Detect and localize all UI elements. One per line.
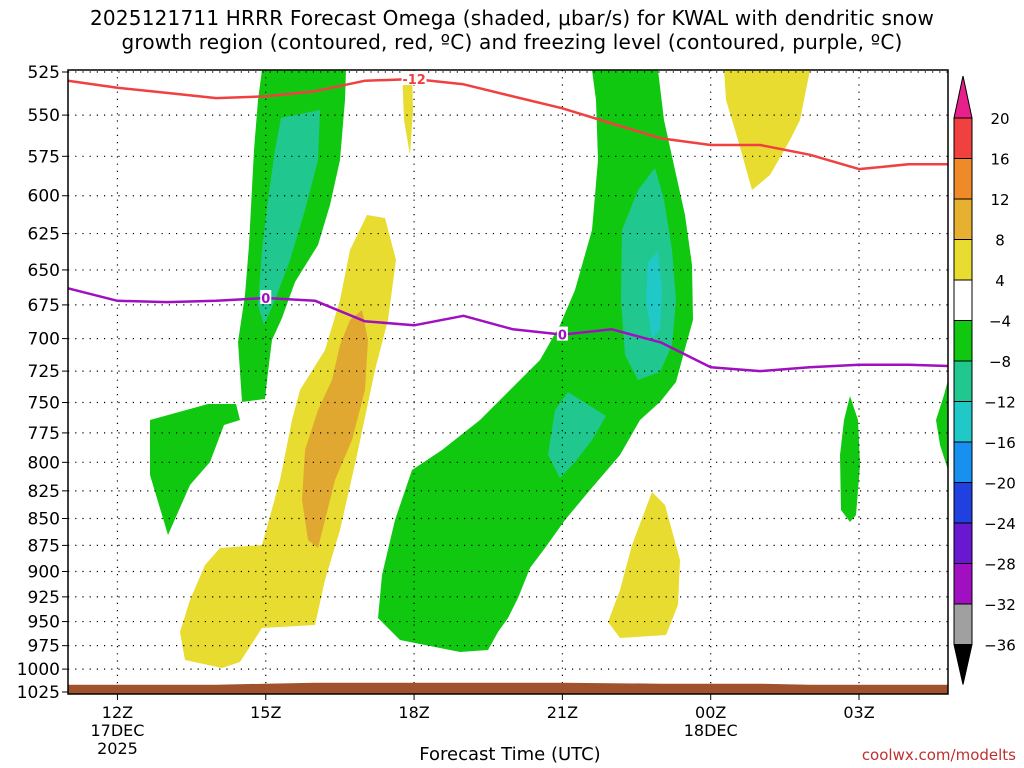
chart-title: 2025121711 HRRR Forecast Omega (shaded, …	[0, 6, 1024, 54]
omega-region-b	[302, 310, 368, 548]
x-tick-label: 00Z	[695, 703, 726, 722]
y-tick-label: 1025	[17, 683, 60, 703]
contour-label-bg	[556, 326, 568, 341]
x-tick-label: 12Z	[102, 703, 133, 722]
colorbar-label: −16	[984, 434, 1016, 452]
colorbar-label: −8	[989, 353, 1011, 371]
colorbar-bin	[953, 563, 973, 605]
x-tick-label: 18Z	[398, 703, 429, 722]
y-tick-label: 700	[28, 330, 60, 350]
colorbar-bin	[953, 239, 973, 281]
x-tick-date: 18DEC	[684, 721, 738, 740]
colorbar-bin	[953, 279, 973, 321]
colorbar-bin	[953, 198, 973, 240]
omega-region-h	[378, 70, 693, 652]
omega-region-c	[724, 70, 810, 190]
colorbar-label: 8	[995, 232, 1005, 250]
y-tick-label: 950	[28, 613, 60, 633]
colorbar-label: −24	[984, 515, 1016, 533]
title-line-2: growth region (contoured, red, ºC) and f…	[121, 30, 903, 54]
y-axis: 525 550 575 600 625 650 675 700 725 750 775 800 825 8…	[17, 63, 68, 703]
omega-region-n	[936, 380, 948, 470]
source-credit: coolwx.com/modelts	[861, 746, 1016, 764]
grid-lines	[68, 70, 948, 694]
colorbar-label: −20	[984, 475, 1016, 493]
x-tick-year: 2025	[97, 739, 138, 758]
x-tick-label: 03Z	[843, 703, 874, 722]
colorbar-label: −32	[984, 596, 1016, 614]
omega-region-m	[840, 396, 860, 522]
omega-region-a	[180, 215, 396, 668]
title-line-1: 2025121711 HRRR Forecast Omega (shaded, …	[90, 6, 934, 30]
x-tick-date: 17DEC	[90, 721, 144, 740]
y-tick-label: 875	[28, 536, 60, 556]
contour-label: 0	[261, 292, 270, 307]
plot-frame	[67, 69, 949, 695]
contour-line	[67, 287, 949, 373]
omega-region-k	[548, 392, 606, 478]
colorbar-bin	[953, 320, 973, 362]
contour-label-bg	[260, 290, 272, 305]
y-tick-label: 650	[28, 261, 60, 281]
y-tick-label: 925	[28, 588, 60, 608]
x-axis-title: Forecast Time (UTC)	[419, 744, 601, 765]
colorbar-below-arrow	[953, 644, 973, 685]
colorbar-label: −4	[989, 313, 1011, 331]
omega-region-l	[150, 404, 240, 535]
y-tick-label: 625	[28, 225, 60, 245]
colorbar-label: −12	[984, 394, 1016, 412]
terrain-surface	[68, 682, 948, 694]
colorbar-above-arrow	[953, 75, 973, 119]
y-tick-label: 675	[28, 296, 60, 316]
x-tick-label: 15Z	[250, 703, 281, 722]
colorbar-bin	[953, 482, 973, 524]
colorbar-bin	[953, 360, 973, 402]
colorbar-label: −36	[984, 637, 1016, 655]
y-tick-label: 550	[28, 106, 60, 126]
y-tick-label: 800	[28, 453, 60, 473]
colorbar-bin	[953, 522, 973, 564]
colorbar-label: 12	[990, 191, 1009, 209]
omega-shading	[150, 70, 948, 668]
colorbar: 20 16 12 8 4 −4 −8 −12 −16 −20 −24 −28 −32 −36	[953, 75, 1016, 685]
omega-region-d	[402, 70, 413, 155]
omega-region-j	[646, 252, 662, 338]
y-tick-label: 725	[28, 362, 60, 382]
colorbar-label: 4	[995, 272, 1005, 290]
y-tick-label: 1000	[17, 660, 60, 680]
contour-line	[67, 77, 948, 171]
colorbar-bin	[953, 158, 973, 200]
y-tick-label: 775	[28, 424, 60, 444]
y-tick-label: 600	[28, 187, 60, 207]
y-tick-label: 750	[28, 394, 60, 414]
omega-region-g	[258, 110, 320, 325]
omega-region-e	[608, 492, 680, 638]
colorbar-label: 20	[990, 110, 1009, 128]
contour-label: 0	[558, 329, 567, 344]
colorbar-bin	[953, 117, 973, 159]
y-tick-label: 575	[28, 147, 60, 167]
y-tick-label: 975	[28, 637, 60, 657]
colorbar-bin	[953, 603, 973, 645]
x-tick-label: 21Z	[547, 703, 578, 722]
y-tick-label: 850	[28, 510, 60, 530]
y-tick-label: 900	[28, 562, 60, 582]
colorbar-bin	[953, 401, 973, 443]
colorbar-label: 16	[990, 151, 1009, 169]
contour-lines: -12 0 0	[67, 71, 949, 373]
contour-label-bg	[401, 71, 427, 86]
y-tick-label: 825	[28, 482, 60, 502]
colorbar-bin	[953, 441, 973, 483]
colorbar-label: −28	[984, 556, 1016, 574]
contour-label: -12	[402, 73, 426, 88]
y-tick-label: 525	[28, 63, 60, 83]
